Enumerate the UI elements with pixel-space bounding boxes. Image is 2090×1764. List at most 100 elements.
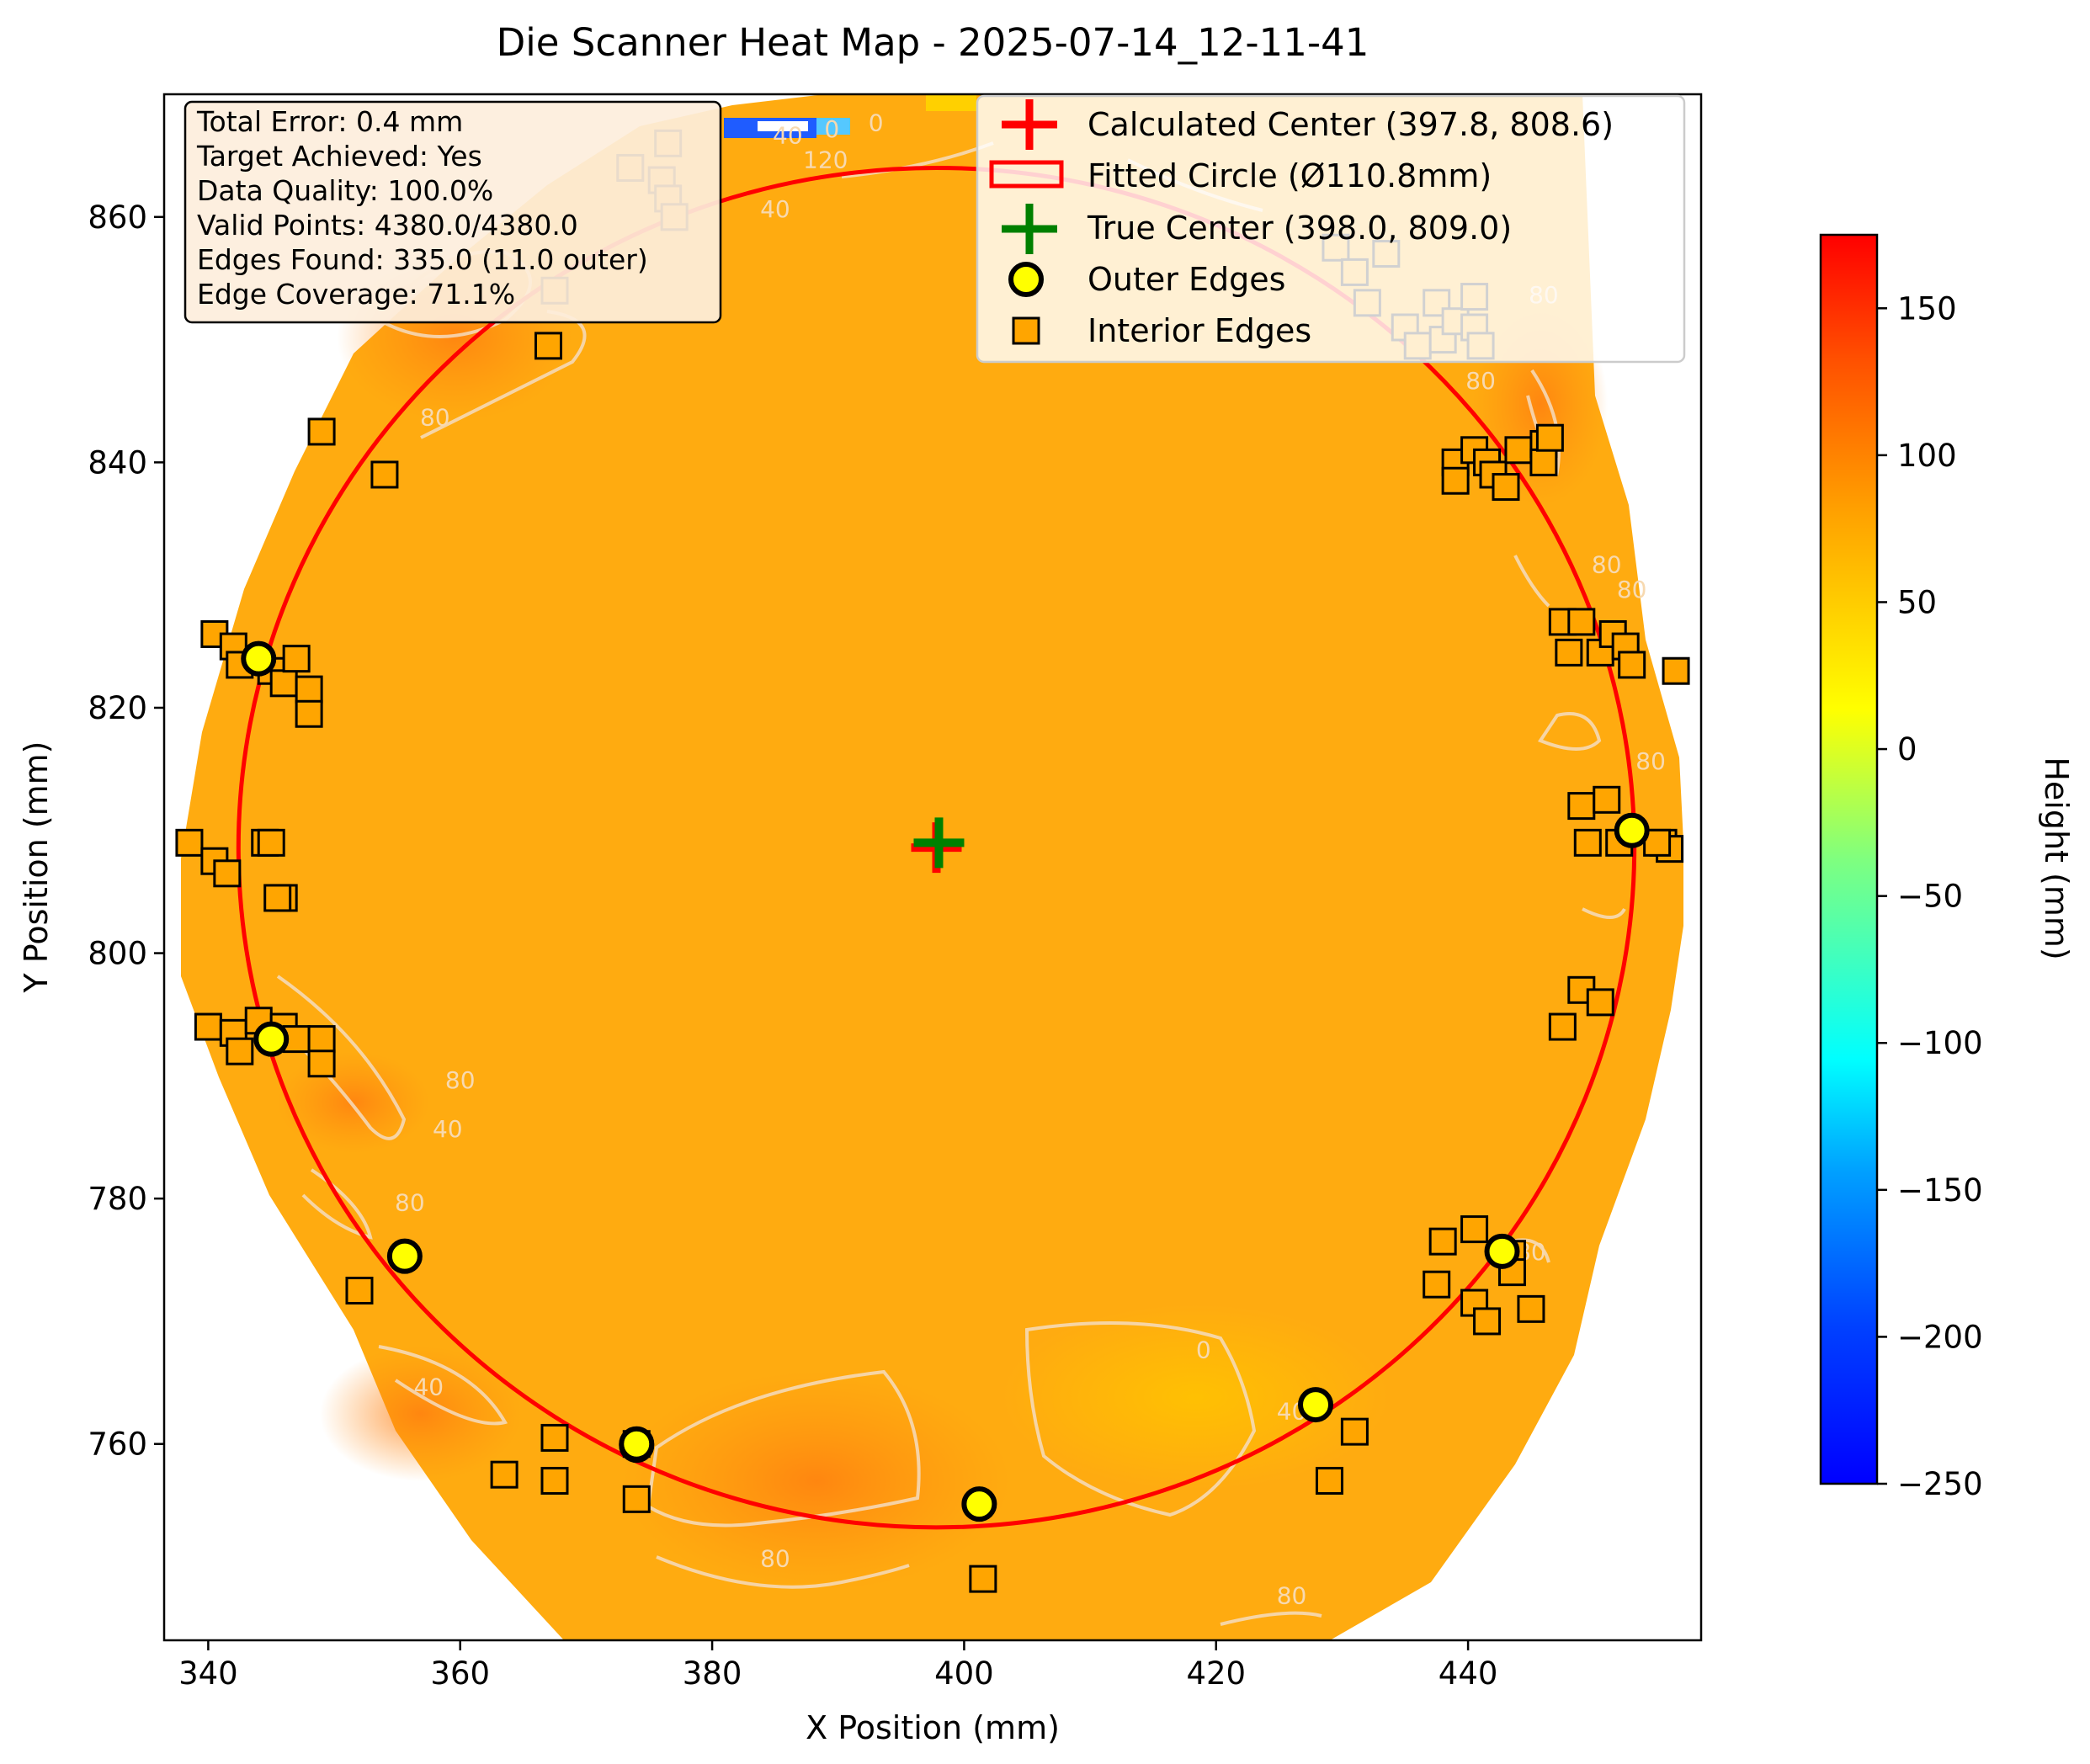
stats-box: Total Error: 0.4 mm Target Achieved: Yes… [183, 100, 722, 324]
legend-true-center-icon [1002, 204, 1057, 254]
interior-edge-marker [282, 645, 311, 673]
y-tick-label: 820 [88, 690, 147, 726]
interior-edge-marker [1618, 651, 1646, 679]
colorbar-tick-label: 0 [1897, 731, 1917, 768]
stat-data-quality: Data Quality: 100.0% [197, 174, 493, 207]
stat-valid-points: Valid Points: 4380.0/4380.0 [197, 209, 578, 242]
interior-edge-marker [1340, 1417, 1369, 1446]
legend-interior-edges-icon [1012, 316, 1040, 345]
interior-edge-marker [1555, 638, 1583, 667]
contour-label: 40 [433, 1115, 463, 1143]
colorbar-tick-label: 50 [1897, 584, 1937, 620]
stat-total-error: Total Error: 0.4 mm [196, 105, 463, 138]
outer-edge-marker [241, 640, 277, 677]
x-tick-label: 420 [1186, 1655, 1246, 1692]
plot-frame [162, 93, 1703, 1642]
stat-target-achieved: Target Achieved: Yes [196, 140, 482, 173]
contour-label: 0 [824, 115, 839, 143]
interior-edge-marker [213, 859, 242, 888]
interior-edge-marker [1662, 656, 1690, 685]
legend-outer-edges-label: Outer Edges [1088, 261, 1285, 298]
true-center-marker [913, 817, 965, 869]
interior-edge-marker [1517, 1294, 1545, 1323]
contour-label: 80 [445, 1066, 476, 1094]
outer-edge-marker [1484, 1233, 1520, 1269]
colorbar-tick-label: −250 [1897, 1466, 1983, 1502]
interior-edge-marker [295, 675, 323, 704]
x-tick-label: 400 [934, 1655, 994, 1692]
colorbar-gradient [1819, 233, 1879, 1485]
interior-edge-marker [1492, 473, 1520, 502]
contour-label: 0 [869, 109, 884, 137]
y-tick-label: 760 [88, 1427, 147, 1463]
outer-edge-marker [619, 1426, 655, 1462]
interior-edge-marker [263, 884, 292, 912]
interior-edge-marker [307, 417, 336, 446]
y-tick-label: 800 [88, 936, 147, 972]
interior-edge-marker [1567, 608, 1596, 636]
colorbar-label: Height (mm) [2038, 757, 2075, 959]
interior-edge-marker [534, 332, 562, 360]
interior-edge-marker [307, 1025, 336, 1054]
y-tick-label: 840 [88, 444, 147, 481]
interior-edge-marker [257, 828, 285, 857]
interior-edge-marker [1428, 1227, 1457, 1256]
contour-label: 80 [1617, 576, 1647, 603]
y-tick-label: 780 [88, 1181, 147, 1217]
interior-edge-marker [269, 669, 298, 698]
y-axis-ticks: 760 780 800 820 840 860 [88, 199, 164, 1463]
colorbar-tick-label: −100 [1897, 1025, 1983, 1061]
contour-label: 80 [760, 1545, 790, 1573]
y-axis-label: Y Position (mm) [18, 741, 55, 993]
outer-edge-marker [1614, 812, 1650, 848]
contour-label: 80 [1465, 367, 1496, 395]
interior-edge-marker [1473, 1307, 1502, 1336]
colorbar: 150 100 50 0 −50 −100 −150 −200 −250 Height (mm) [1819, 233, 2075, 1502]
x-tick-label: 360 [430, 1655, 490, 1692]
interior-edge-marker [1573, 828, 1602, 857]
contour-label: 40 [773, 121, 803, 149]
x-axis-ticks: 340 360 380 400 420 440 [178, 1640, 1497, 1692]
interior-edge-marker [1529, 448, 1558, 476]
interior-edge-marker [1315, 1466, 1343, 1495]
interior-edge-marker [1441, 466, 1470, 495]
interior-edge-marker [622, 1485, 651, 1513]
stat-edges-found: Edges Found: 335.0 (11.0 outer) [197, 243, 648, 276]
colorbar-tick-label: −150 [1897, 1172, 1983, 1209]
interior-edge-marker [370, 460, 399, 489]
chart-title: Die Scanner Heat Map - 2025-07-14_12-11-… [497, 20, 1369, 65]
contour-label: 40 [760, 195, 790, 223]
outer-edge-marker [1298, 1387, 1334, 1423]
interior-edge-marker [540, 1423, 569, 1452]
colorbar-tick-label: −50 [1897, 879, 1963, 915]
contour-label: 80 [1592, 551, 1622, 579]
interior-edge-marker [175, 828, 204, 857]
interior-edge-marker [1586, 988, 1614, 1017]
interior-edge-marker [1535, 423, 1564, 452]
colorbar-tick-label: 150 [1897, 290, 1957, 327]
interior-edge-marker [540, 1466, 569, 1495]
interior-edge-marker [1593, 785, 1621, 814]
interior-edge-marker [295, 699, 323, 728]
contour-label: 40 [413, 1373, 444, 1400]
y-tick-label: 860 [88, 199, 147, 236]
legend-fitted-circle-icon [989, 160, 1064, 189]
x-tick-label: 340 [178, 1655, 238, 1692]
contour-label: 80 [1277, 1581, 1307, 1609]
legend-outer-edges-icon [1008, 262, 1044, 297]
contour-label: 120 [803, 146, 848, 173]
interior-edge-marker [1567, 792, 1596, 821]
contour-label: 0 [1196, 1336, 1211, 1364]
interior-edge-marker [969, 1565, 997, 1593]
contour-label: 80 [395, 1189, 425, 1217]
colorbar-ticks: 150 100 50 0 −50 −100 −150 −200 −250 [1877, 290, 1983, 1502]
interior-edge-marker [1504, 436, 1533, 465]
outer-edge-marker [253, 1021, 290, 1057]
legend: Calculated Center (397.8, 808.6) Fitted … [976, 94, 1686, 364]
interior-edge-marker [1548, 1012, 1577, 1041]
interior-edge-marker [490, 1460, 519, 1489]
colorbar-tick-label: 100 [1897, 438, 1957, 474]
center-markers [911, 817, 965, 874]
legend-calculated-center-label: Calculated Center (397.8, 808.6) [1088, 106, 1614, 143]
x-tick-label: 440 [1439, 1655, 1498, 1692]
